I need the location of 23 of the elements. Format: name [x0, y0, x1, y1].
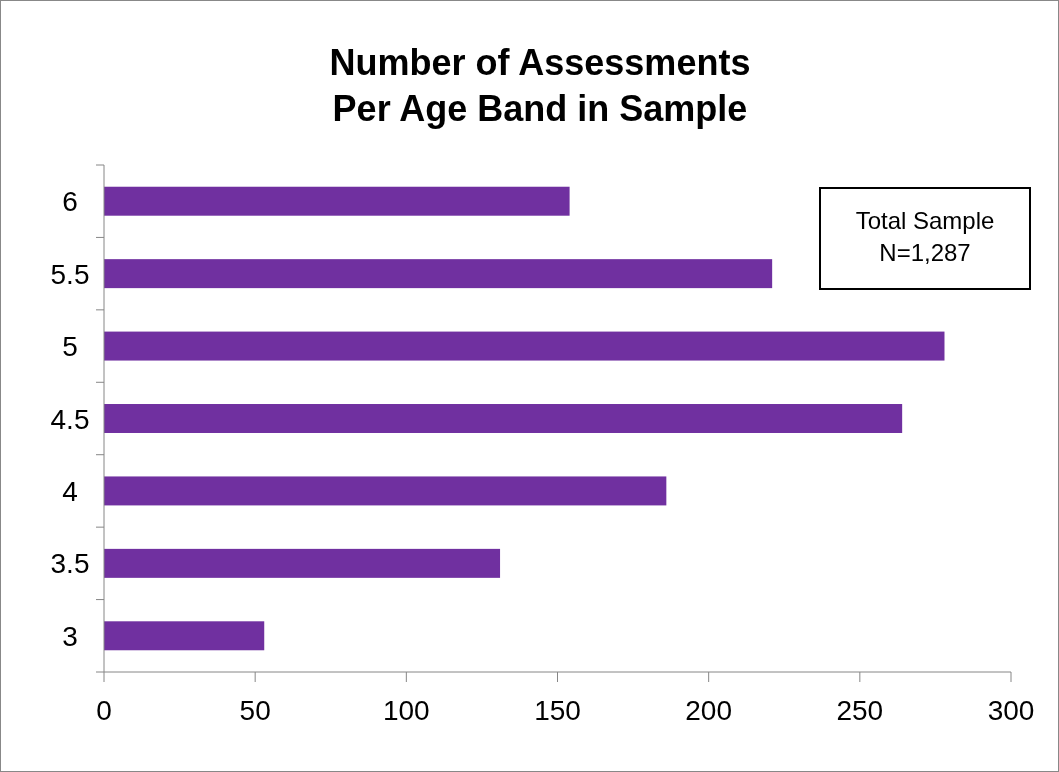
x-tick-label: 50 — [239, 695, 271, 726]
bar — [104, 621, 265, 651]
x-tick-label: 300 — [987, 695, 1035, 726]
x-tick-label: 100 — [382, 695, 430, 726]
y-tick-label: 5 — [62, 331, 78, 363]
x-tick-label: 200 — [685, 695, 733, 726]
x-tick-label: 250 — [836, 695, 884, 726]
bar — [104, 331, 945, 361]
y-tick-label: 6 — [62, 186, 78, 218]
y-tick-label: 3 — [62, 620, 78, 652]
x-tick-label: 0 — [96, 695, 112, 726]
annotation: Total Sample N=1,287 — [855, 207, 995, 266]
bar — [104, 404, 903, 433]
y-tick-label: 4.5 — [50, 403, 90, 435]
bar — [104, 476, 667, 506]
x-tick-label: 150 — [534, 695, 581, 726]
bar — [104, 259, 773, 289]
y-tick-label: 3.5 — [50, 548, 90, 580]
y-tick-label: 5.5 — [50, 258, 90, 290]
y-tick-label: 4 — [62, 475, 78, 507]
chart-title: Number of Assessments Per Age Band in Sample — [329, 42, 751, 129]
bar — [104, 186, 570, 216]
bar — [104, 548, 501, 578]
